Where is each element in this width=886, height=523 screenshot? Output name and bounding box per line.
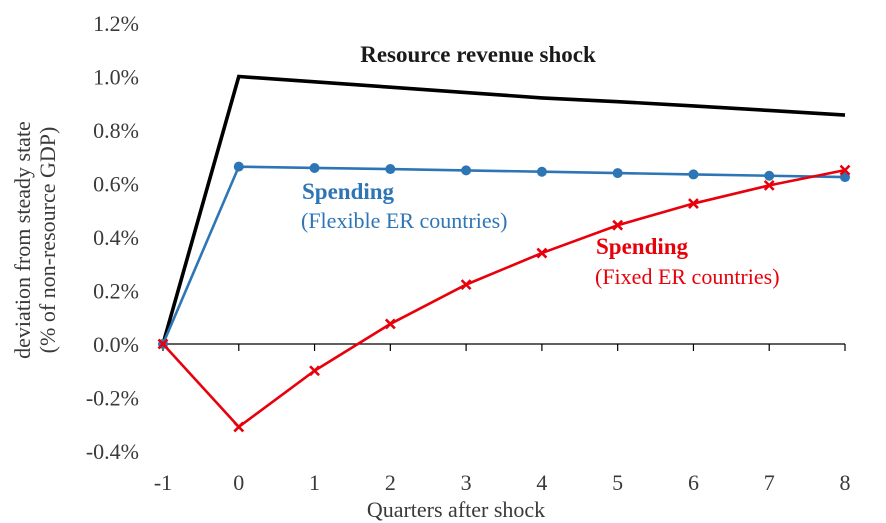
data-point: [385, 164, 396, 175]
data-point: [839, 164, 851, 176]
x-tick-label: 3: [461, 470, 472, 495]
y-axis-title-line-1: deviation from steady state: [10, 121, 35, 359]
x-tick-label: 6: [688, 470, 699, 495]
y-tick-label: 0.6%: [93, 172, 139, 197]
y-tick-label: 0.8%: [93, 118, 139, 143]
x-tick-label: 4: [536, 470, 547, 495]
annotation-resource-revenue-shock: Resource revenue shock: [360, 42, 596, 67]
data-point: [688, 198, 699, 209]
axis-titles: Quarters after shock deviation from stea…: [10, 121, 545, 522]
series-spending-fixed-er-countries: [157, 164, 851, 433]
data-point: [840, 172, 850, 183]
data-point: [536, 166, 547, 177]
axes: [162, 343, 846, 351]
tick-labels: -0.4% -0.2% 0.0% 0.2% 0.4% 0.6% 0.8% 1.0% 1.2% -1…: [86, 11, 851, 495]
annotation-flexible-spending: Spending: [302, 179, 395, 204]
data-point: [612, 219, 624, 231]
data-point: [763, 179, 775, 191]
y-tick-label: 0.2%: [93, 279, 139, 304]
x-tick-label: 7: [764, 470, 775, 495]
data-point: [233, 161, 244, 172]
data-point: [384, 318, 396, 330]
data-point: [688, 169, 699, 180]
series-resource-revenue-shock: [161, 74, 846, 345]
x-tick-label: 5: [612, 470, 623, 495]
x-tick-label: 2: [385, 470, 396, 495]
series-line: [161, 165, 846, 345]
y-tick-label: -0.4%: [86, 439, 139, 464]
y-tick-label: -0.2%: [86, 386, 139, 411]
x-tick-label: 0: [233, 470, 244, 495]
y-tick-label: 0.0%: [93, 332, 139, 357]
data-point: [309, 162, 320, 173]
y-tick-label: 1.2%: [93, 11, 139, 36]
data-point: [536, 247, 548, 259]
x-tick-label: -1: [154, 470, 172, 495]
data-point: [233, 421, 245, 433]
annotation-fixed-spending: Spending: [596, 234, 689, 259]
data-point: [309, 365, 320, 377]
y-axis-title-line-2: (% of non-resource GDP): [35, 127, 60, 354]
data-point: [461, 165, 472, 176]
data-point: [764, 170, 775, 181]
data-point: [612, 168, 623, 179]
y-tick-label: 1.0%: [93, 65, 139, 90]
y-tick-label: 0.4%: [93, 225, 139, 250]
x-tick-label: 8: [840, 470, 851, 495]
data-point: [460, 279, 472, 291]
x-axis-title: Quarters after shock: [367, 497, 545, 522]
series-line: [162, 168, 846, 429]
annotations: Resource revenue shock Spending (Flexibl…: [301, 42, 780, 289]
annotation-fixed-er-countries: (Fixed ER countries): [595, 264, 780, 289]
x-tick-label: 1: [309, 470, 320, 495]
series-layer: [157, 74, 851, 433]
series-line: [161, 74, 846, 345]
annotation-flexible-er-countries: (Flexible ER countries): [301, 208, 508, 233]
data-point: [157, 338, 169, 350]
